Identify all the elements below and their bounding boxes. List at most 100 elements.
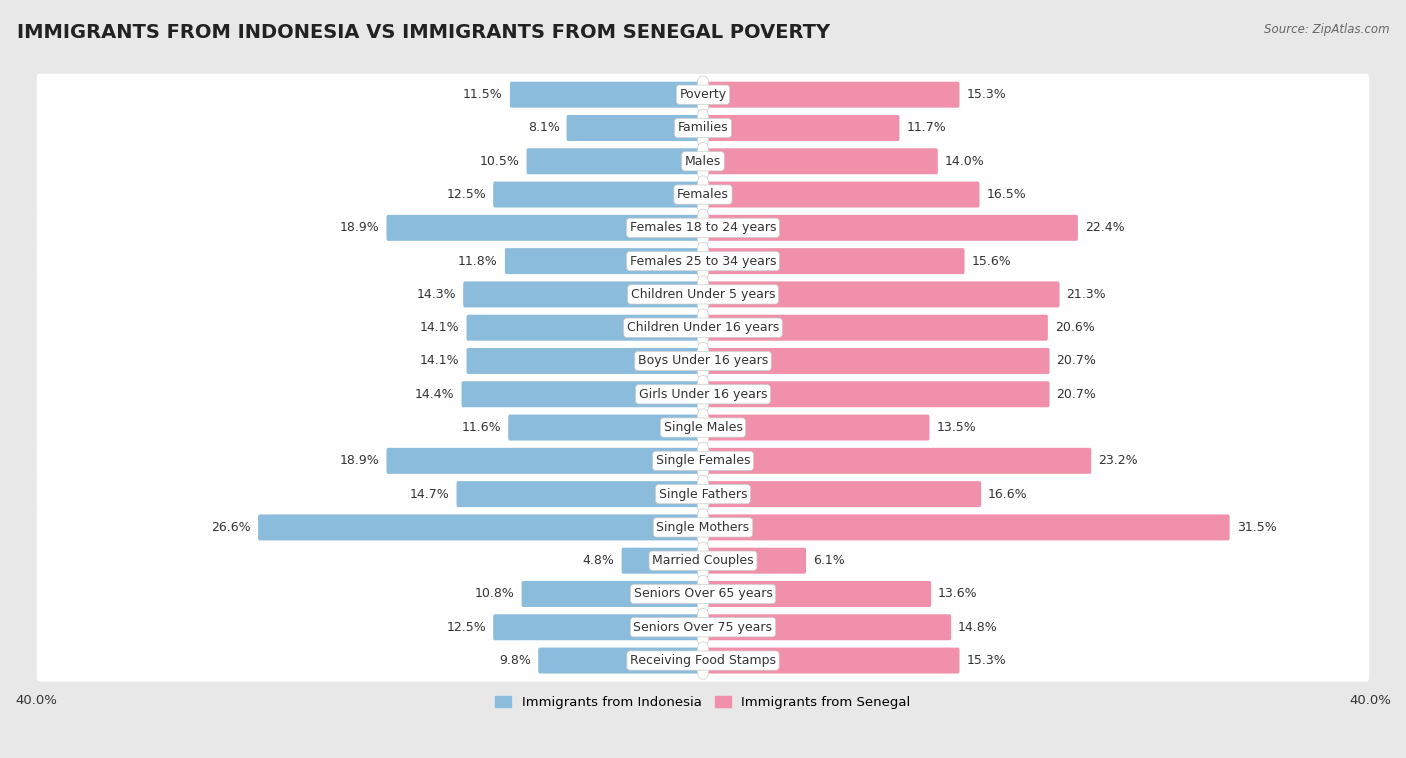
Text: 16.5%: 16.5% <box>987 188 1026 201</box>
Text: 23.2%: 23.2% <box>1098 454 1137 468</box>
Text: 8.1%: 8.1% <box>527 121 560 134</box>
Text: 11.7%: 11.7% <box>907 121 946 134</box>
Text: 31.5%: 31.5% <box>1237 521 1277 534</box>
Text: 20.7%: 20.7% <box>1056 355 1097 368</box>
FancyBboxPatch shape <box>505 248 704 274</box>
FancyBboxPatch shape <box>37 107 1369 149</box>
FancyBboxPatch shape <box>461 381 704 407</box>
Text: 13.5%: 13.5% <box>936 421 976 434</box>
FancyBboxPatch shape <box>259 515 704 540</box>
FancyBboxPatch shape <box>697 309 709 346</box>
Text: 12.5%: 12.5% <box>447 621 486 634</box>
Text: 21.3%: 21.3% <box>1067 288 1107 301</box>
Text: Children Under 16 years: Children Under 16 years <box>627 321 779 334</box>
FancyBboxPatch shape <box>702 581 931 607</box>
FancyBboxPatch shape <box>494 182 704 208</box>
FancyBboxPatch shape <box>702 481 981 507</box>
Text: Seniors Over 65 years: Seniors Over 65 years <box>634 587 772 600</box>
Text: 14.0%: 14.0% <box>945 155 984 168</box>
FancyBboxPatch shape <box>37 506 1369 548</box>
FancyBboxPatch shape <box>522 581 704 607</box>
Text: Females: Females <box>678 188 728 201</box>
Text: Single Mothers: Single Mothers <box>657 521 749 534</box>
FancyBboxPatch shape <box>37 406 1369 449</box>
FancyBboxPatch shape <box>37 174 1369 215</box>
FancyBboxPatch shape <box>702 315 1047 340</box>
FancyBboxPatch shape <box>697 243 709 280</box>
FancyBboxPatch shape <box>37 74 1369 116</box>
FancyBboxPatch shape <box>697 575 709 612</box>
Text: 14.1%: 14.1% <box>420 355 460 368</box>
FancyBboxPatch shape <box>37 240 1369 282</box>
FancyBboxPatch shape <box>467 348 704 374</box>
FancyBboxPatch shape <box>702 115 900 141</box>
FancyBboxPatch shape <box>387 215 704 241</box>
FancyBboxPatch shape <box>697 276 709 313</box>
Text: 14.3%: 14.3% <box>416 288 456 301</box>
FancyBboxPatch shape <box>621 548 704 574</box>
Text: Girls Under 16 years: Girls Under 16 years <box>638 388 768 401</box>
FancyBboxPatch shape <box>702 149 938 174</box>
FancyBboxPatch shape <box>37 640 1369 681</box>
FancyBboxPatch shape <box>697 143 709 180</box>
FancyBboxPatch shape <box>702 448 1091 474</box>
Text: 15.3%: 15.3% <box>966 88 1007 101</box>
Text: 18.9%: 18.9% <box>340 221 380 234</box>
FancyBboxPatch shape <box>697 409 709 446</box>
FancyBboxPatch shape <box>697 609 709 646</box>
FancyBboxPatch shape <box>387 448 704 474</box>
Text: 10.5%: 10.5% <box>479 155 520 168</box>
Text: 15.3%: 15.3% <box>966 654 1007 667</box>
Text: 10.8%: 10.8% <box>475 587 515 600</box>
FancyBboxPatch shape <box>37 373 1369 415</box>
Text: Males: Males <box>685 155 721 168</box>
Text: Females 25 to 34 years: Females 25 to 34 years <box>630 255 776 268</box>
FancyBboxPatch shape <box>37 606 1369 648</box>
Text: Poverty: Poverty <box>679 88 727 101</box>
Text: 13.6%: 13.6% <box>938 587 977 600</box>
FancyBboxPatch shape <box>508 415 704 440</box>
Text: 16.6%: 16.6% <box>988 487 1028 500</box>
FancyBboxPatch shape <box>702 381 1049 407</box>
Text: 18.9%: 18.9% <box>340 454 380 468</box>
Text: 20.7%: 20.7% <box>1056 388 1097 401</box>
FancyBboxPatch shape <box>37 140 1369 182</box>
Text: 6.1%: 6.1% <box>813 554 845 567</box>
FancyBboxPatch shape <box>702 82 959 108</box>
Text: 14.1%: 14.1% <box>420 321 460 334</box>
FancyBboxPatch shape <box>702 647 959 674</box>
FancyBboxPatch shape <box>37 473 1369 515</box>
FancyBboxPatch shape <box>37 340 1369 382</box>
FancyBboxPatch shape <box>37 307 1369 349</box>
Text: Seniors Over 75 years: Seniors Over 75 years <box>634 621 772 634</box>
FancyBboxPatch shape <box>697 343 709 380</box>
FancyBboxPatch shape <box>702 248 965 274</box>
Text: 20.6%: 20.6% <box>1054 321 1095 334</box>
FancyBboxPatch shape <box>702 182 980 208</box>
Text: 12.5%: 12.5% <box>447 188 486 201</box>
Text: IMMIGRANTS FROM INDONESIA VS IMMIGRANTS FROM SENEGAL POVERTY: IMMIGRANTS FROM INDONESIA VS IMMIGRANTS … <box>17 23 830 42</box>
FancyBboxPatch shape <box>457 481 704 507</box>
FancyBboxPatch shape <box>702 515 1230 540</box>
Text: 26.6%: 26.6% <box>211 521 252 534</box>
Text: Source: ZipAtlas.com: Source: ZipAtlas.com <box>1264 23 1389 36</box>
FancyBboxPatch shape <box>510 82 704 108</box>
FancyBboxPatch shape <box>697 542 709 579</box>
Text: 14.8%: 14.8% <box>957 621 998 634</box>
FancyBboxPatch shape <box>697 509 709 546</box>
Text: Females 18 to 24 years: Females 18 to 24 years <box>630 221 776 234</box>
FancyBboxPatch shape <box>702 215 1078 241</box>
FancyBboxPatch shape <box>702 548 806 574</box>
FancyBboxPatch shape <box>494 614 704 641</box>
Text: 9.8%: 9.8% <box>499 654 531 667</box>
FancyBboxPatch shape <box>702 415 929 440</box>
Text: 11.8%: 11.8% <box>458 255 498 268</box>
Text: 11.5%: 11.5% <box>463 88 503 101</box>
Text: Married Couples: Married Couples <box>652 554 754 567</box>
FancyBboxPatch shape <box>463 281 704 308</box>
FancyBboxPatch shape <box>702 614 950 641</box>
FancyBboxPatch shape <box>697 209 709 246</box>
FancyBboxPatch shape <box>527 149 704 174</box>
Text: Receiving Food Stamps: Receiving Food Stamps <box>630 654 776 667</box>
FancyBboxPatch shape <box>467 315 704 340</box>
